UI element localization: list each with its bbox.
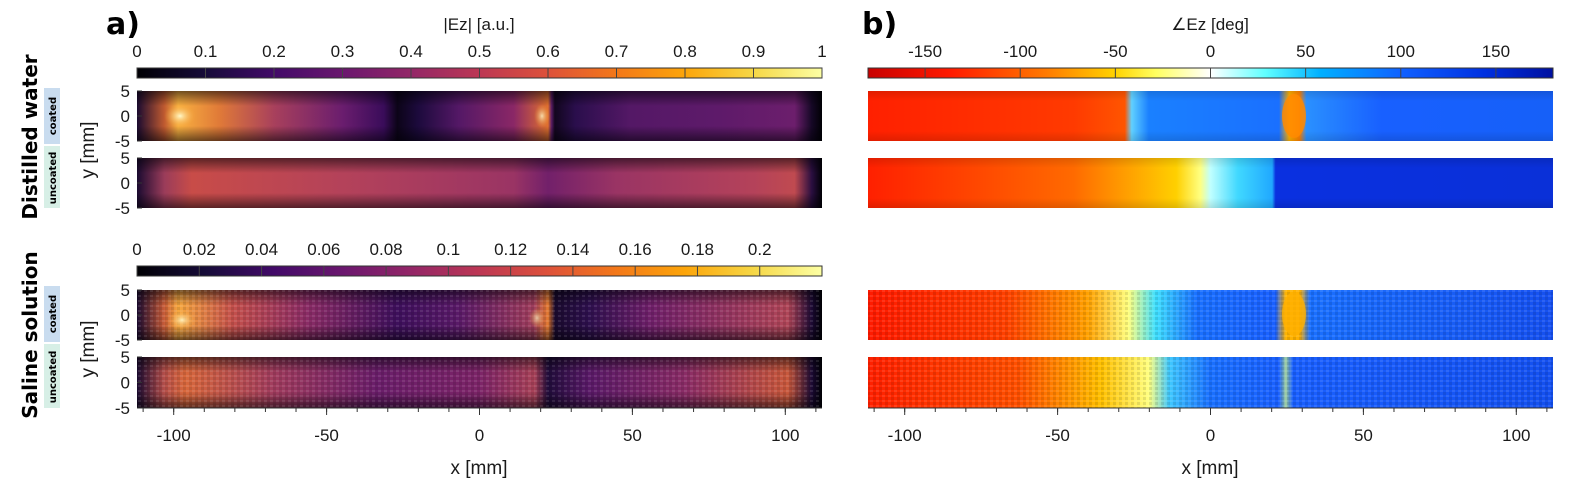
panel-b-label: b): [862, 7, 897, 42]
x-tick-label: 0: [1206, 426, 1215, 445]
x-axis-phase: -100 -50 0 50 100: [868, 407, 1553, 445]
colorbar-tick-label: 0.7: [605, 42, 629, 61]
colorbar-tick-label: 0.1: [437, 240, 461, 259]
sub-label-saline-uncoated: uncoated: [48, 351, 59, 404]
x-tick-label: 100: [771, 426, 799, 445]
x-tick-label: 0: [475, 426, 484, 445]
magnitude-strip-saline-uncoated: [137, 357, 822, 408]
colorbar-tick-label: -150: [908, 42, 942, 61]
x-axis-magnitude: -100 -50 0 50 100: [137, 407, 822, 445]
colorbar-tick-label: 0: [132, 240, 141, 259]
magnitude-colorbar-water: 0 0.1 0.2 0.3 0.4 0.5 0.6 0.7 0.8 0.9 1: [132, 42, 827, 79]
phase-colorbar-title: ∠Ez [deg]: [1171, 15, 1249, 34]
x-axis-label-magnitude: x [mm]: [451, 458, 508, 479]
x-tick-label: -50: [314, 426, 339, 445]
y-tick-label: 5: [121, 348, 130, 367]
colorbar-tick-label: 0.14: [556, 240, 589, 259]
phase-strip-saline-coated: [868, 290, 1553, 340]
y-tick-label: 0: [121, 306, 130, 325]
colorbar-tick-label: 0.9: [742, 42, 766, 61]
tag-bg-saline-uncoated: [44, 344, 60, 408]
colorbar-tick-label: 0.02: [183, 240, 216, 259]
colorbar-tick-label: 0.5: [468, 42, 492, 61]
colorbar-tick-label: 0.04: [245, 240, 278, 259]
colorbar-tick-label: -100: [1003, 42, 1037, 61]
y-axis-label-water: y [mm]: [78, 122, 99, 179]
colorbar-tick-label: 0.2: [262, 42, 286, 61]
colorbar-tick-label: 0: [1206, 42, 1215, 61]
magnitude-strip-water-uncoated: [137, 158, 822, 208]
magnitude-strip-saline-coated: [137, 290, 822, 340]
colorbar-tick-label: 0.2: [748, 240, 772, 259]
tag-bg-water-uncoated: [44, 146, 60, 208]
colorbar-tick-label: 0.12: [494, 240, 527, 259]
phase-strip-saline-uncoated: [868, 357, 1553, 408]
colorbar-tick-label: 100: [1387, 42, 1415, 61]
panel-a-label: a): [106, 7, 140, 42]
x-tick-label: 50: [623, 426, 642, 445]
y-tick-label: -5: [115, 132, 130, 151]
tag-bg-water-coated: [44, 88, 60, 144]
y-tick-label: 0: [121, 374, 130, 393]
x-tick-label: -50: [1045, 426, 1070, 445]
x-tick-label: 50: [1354, 426, 1373, 445]
y-tick-label: -5: [115, 399, 130, 418]
colorbar-tick-label: 0.3: [331, 42, 355, 61]
colorbar-tick-label: 0.16: [619, 240, 652, 259]
phase-colorbar: -150 -100 -50 0 50 100 150: [867, 42, 1554, 79]
x-tick-label: -100: [888, 426, 922, 445]
colorbar-tick-label: 0.1: [194, 42, 218, 61]
colorbar-tick-label: 0.18: [681, 240, 714, 259]
y-tick-label: 0: [121, 107, 130, 126]
colorbar-tick-label: 0: [132, 42, 141, 61]
colorbar-tick-label: -50: [1103, 42, 1128, 61]
colorbar-tick-label: 150: [1482, 42, 1510, 61]
tag-bg-saline-coated: [44, 286, 60, 342]
phase-strip-water-coated: [868, 91, 1553, 141]
colorbar-tick-label: 0.6: [536, 42, 560, 61]
sub-label-water-coated: coated: [48, 97, 59, 135]
colorbar-tick-label: 0.06: [307, 240, 340, 259]
colorbar-tick-label: 1: [817, 42, 826, 61]
y-axis-label-saline: y [mm]: [78, 321, 99, 378]
x-tick-label: 100: [1502, 426, 1530, 445]
x-axis-label-phase: x [mm]: [1182, 458, 1239, 479]
magnitude-colorbar-title: |Ez| [a.u.]: [443, 15, 514, 34]
magnitude-colorbar-saline: 0 0.02 0.04 0.06 0.08 0.1 0.12 0.14 0.16 0.18 0.2: [132, 240, 823, 277]
magnitude-strip-water-coated: [137, 91, 822, 141]
y-tick-label: 5: [121, 149, 130, 168]
sub-label-water-uncoated: uncoated: [48, 152, 59, 205]
colorbar-tick-label: 50: [1296, 42, 1315, 61]
sub-label-saline-coated: coated: [48, 295, 59, 333]
y-tick-label: 0: [121, 174, 130, 193]
colorbar-tick-label: 0.4: [399, 42, 423, 61]
colorbar-tick-label: 0.8: [673, 42, 697, 61]
group-label-water: Distilled water: [18, 54, 42, 219]
y-tick-label: 5: [121, 82, 130, 101]
y-tick-label: -5: [115, 199, 130, 218]
y-axes: 50-550-550-550-5: [115, 82, 142, 418]
phase-strip-water-uncoated: [868, 158, 1553, 208]
y-tick-label: -5: [115, 331, 130, 350]
x-tick-label: -100: [157, 426, 191, 445]
group-label-saline: Saline solution: [18, 251, 42, 419]
y-tick-label: 5: [121, 281, 130, 300]
colorbar-tick-label: 0.08: [370, 240, 403, 259]
